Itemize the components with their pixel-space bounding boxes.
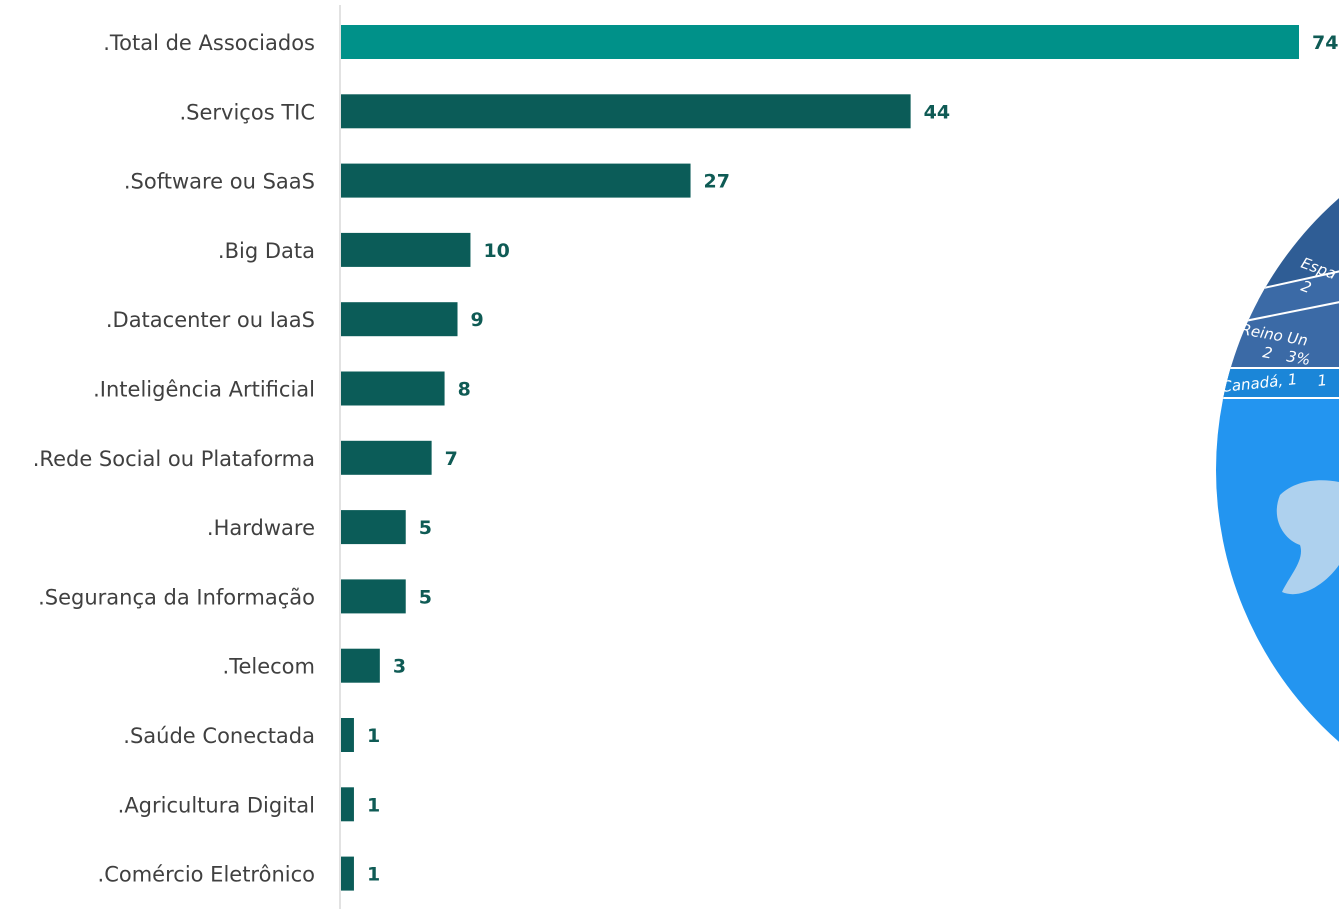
value-label: 74 — [1312, 32, 1338, 54]
map-landmass — [1276, 480, 1339, 595]
bar — [341, 856, 354, 891]
value-label: 5 — [419, 586, 432, 608]
value-label: 1 — [367, 864, 380, 886]
map-label-uk-value: 2 — [1261, 343, 1274, 362]
value-label: 27 — [704, 171, 730, 193]
bar — [341, 787, 354, 822]
bar — [341, 302, 458, 337]
value-label: 8 — [458, 379, 471, 401]
category-label: .Telecom — [223, 655, 315, 679]
bar — [341, 718, 354, 752]
category-label: .Hardware — [207, 516, 315, 540]
map-label-canada-pct: 1 — [1317, 371, 1328, 390]
bar — [341, 163, 691, 198]
category-label: .Big Data — [218, 239, 315, 263]
category-label: .Total de Associados — [103, 31, 315, 55]
bar — [341, 25, 1299, 59]
bar — [341, 440, 432, 475]
bar — [341, 648, 380, 683]
category-label: .Agricultura Digital — [118, 793, 315, 817]
bar — [341, 371, 445, 406]
value-label: 5 — [419, 517, 432, 539]
map-region-canada — [1216, 368, 1339, 398]
value-label: 9 — [471, 309, 484, 331]
category-label: .Serviços TIC — [179, 100, 315, 124]
category-label: .Datacenter ou IaaS — [106, 308, 315, 332]
category-label: .Segurança da Informação — [38, 585, 315, 609]
bars-group: .Total de Associados 74 .Serviços TIC 44 .So… — [33, 25, 1338, 891]
category-label: .Rede Social ou Plataforma — [33, 447, 315, 471]
map-label-uk-pct: 3% — [1285, 347, 1312, 369]
category-label: .Inteligência Artificial — [93, 378, 315, 402]
bar — [341, 94, 911, 129]
value-label: 1 — [367, 794, 380, 816]
value-label: 7 — [445, 448, 458, 470]
value-label: 1 — [367, 725, 380, 747]
category-label: .Comércio Eletrônico — [98, 863, 315, 887]
value-label: 44 — [924, 101, 950, 123]
bar — [341, 232, 471, 267]
value-label: 3 — [393, 656, 406, 678]
bar — [341, 579, 406, 614]
category-label: .Saúde Conectada — [123, 724, 315, 748]
category-label: .Software ou SaaS — [124, 170, 315, 194]
map-region-usa — [1216, 398, 1339, 832]
value-label: 10 — [483, 240, 509, 262]
bar — [341, 510, 406, 545]
